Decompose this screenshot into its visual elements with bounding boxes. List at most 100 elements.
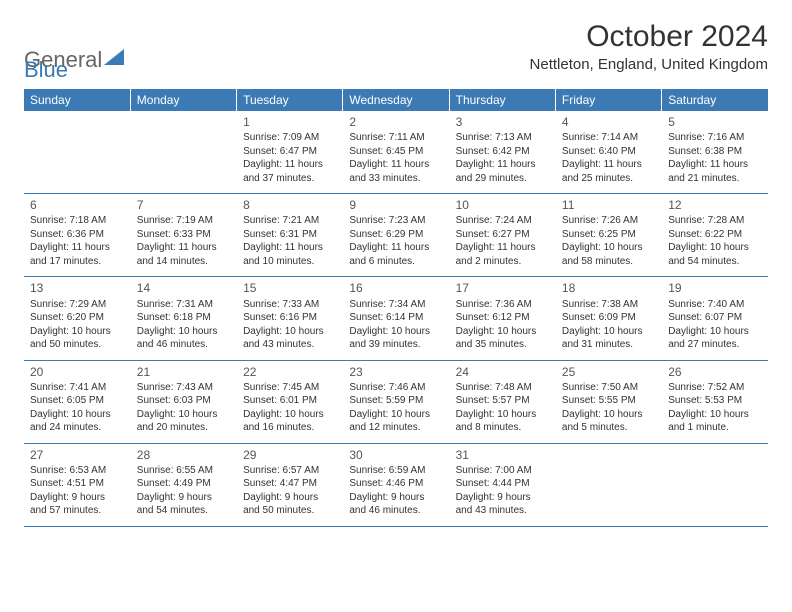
calendar-cell: 25Sunrise: 7:50 AMSunset: 5:55 PMDayligh… [555,360,661,443]
day-number: 18 [562,280,655,296]
sunset-text: Sunset: 6:22 PM [668,228,762,242]
sunset-text: Sunset: 6:42 PM [456,145,549,159]
calendar-cell: 29Sunrise: 6:57 AMSunset: 4:47 PMDayligh… [237,443,343,526]
sunset-text: Sunset: 6:20 PM [30,311,124,325]
daylight-text: Daylight: 9 hours and 46 minutes. [349,491,442,518]
calendar-cell: 26Sunrise: 7:52 AMSunset: 5:53 PMDayligh… [662,360,768,443]
daylight-text: Daylight: 11 hours and 37 minutes. [243,158,336,185]
calendar-week-row: 6Sunrise: 7:18 AMSunset: 6:36 PM Daylight… [24,194,768,277]
sunrise-text: Sunrise: 7:36 AM [456,298,549,312]
calendar-week-row: 1Sunrise: 7:09 AMSunset: 6:47 PMDaylight… [24,111,768,194]
sunset-text: Sunset: 6:25 PM [562,228,655,242]
sunset-text: Sunset: 5:59 PM [349,394,442,408]
sunset-text: Sunset: 6:09 PM [562,311,655,325]
day-number: 25 [562,364,655,380]
day-number: 6 [30,197,124,213]
calendar-cell: 17Sunrise: 7:36 AMSunset: 6:12 PMDayligh… [449,277,555,360]
sunrise-text: Sunrise: 7:52 AM [668,381,762,395]
sunrise-text: Sunrise: 7:38 AM [562,298,655,312]
sunset-text: Sunset: 6:40 PM [562,145,655,159]
sunset-text: Sunset: 6:14 PM [349,311,442,325]
calendar-table: SundayMondayTuesdayWednesdayThursdayFrid… [24,89,768,527]
calendar-cell [24,111,130,194]
sunset-text: Sunset: 6:36 PM [30,228,124,242]
sunrise-text: Sunrise: 6:57 AM [243,464,336,478]
calendar-cell: 14Sunrise: 7:31 AMSunset: 6:18 PMDayligh… [130,277,236,360]
calendar-cell: 5Sunrise: 7:16 AMSunset: 6:38 PMDaylight… [662,111,768,194]
sunset-text: Sunset: 4:47 PM [243,477,336,491]
daylight-text: Daylight: 10 hours and 39 minutes. [349,325,442,352]
sunrise-text: Sunrise: 7:09 AM [243,131,336,145]
sunset-text: Sunset: 6:03 PM [137,394,230,408]
sunrise-text: Sunrise: 7:18 AM [30,214,124,228]
calendar-cell: 30Sunrise: 6:59 AMSunset: 4:46 PMDayligh… [343,443,449,526]
calendar-cell: 21Sunrise: 7:43 AMSunset: 6:03 PMDayligh… [130,360,236,443]
sunset-text: Sunset: 4:49 PM [137,477,230,491]
sunrise-text: Sunrise: 7:24 AM [456,214,549,228]
calendar-cell: 16Sunrise: 7:34 AMSunset: 6:14 PMDayligh… [343,277,449,360]
daylight-text: Daylight: 10 hours and 35 minutes. [456,325,549,352]
calendar-cell [130,111,236,194]
daylight-text: Daylight: 10 hours and 1 minute. [668,408,762,435]
daylight-text: Daylight: 10 hours and 58 minutes. [562,241,655,268]
sunset-text: Sunset: 6:05 PM [30,394,124,408]
calendar-cell: 28Sunrise: 6:55 AMSunset: 4:49 PMDayligh… [130,443,236,526]
daylight-text: Daylight: 11 hours and 6 minutes. [349,241,442,268]
calendar-cell: 12Sunrise: 7:28 AMSunset: 6:22 PMDayligh… [662,194,768,277]
calendar-cell: 13Sunrise: 7:29 AMSunset: 6:20 PMDayligh… [24,277,130,360]
sunset-text: Sunset: 5:53 PM [668,394,762,408]
daylight-text: Daylight: 10 hours and 27 minutes. [668,325,762,352]
daylight-text: Daylight: 9 hours and 50 minutes. [243,491,336,518]
day-number: 24 [456,364,549,380]
calendar-cell: 22Sunrise: 7:45 AMSunset: 6:01 PMDayligh… [237,360,343,443]
sunset-text: Sunset: 6:47 PM [243,145,336,159]
calendar-week-row: 27Sunrise: 6:53 AMSunset: 4:51 PMDayligh… [24,443,768,526]
day-header-row: SundayMondayTuesdayWednesdayThursdayFrid… [24,89,768,111]
day-header: Thursday [449,89,555,111]
sunset-text: Sunset: 6:45 PM [349,145,442,159]
sunset-text: Sunset: 4:46 PM [349,477,442,491]
day-header: Saturday [662,89,768,111]
sunrise-text: Sunrise: 7:11 AM [349,131,442,145]
calendar-cell: 6Sunrise: 7:18 AMSunset: 6:36 PMDaylight… [24,194,130,277]
sunrise-text: Sunrise: 7:40 AM [668,298,762,312]
calendar-cell: 11Sunrise: 7:26 AMSunset: 6:25 PMDayligh… [555,194,661,277]
day-number: 11 [562,197,655,213]
sunrise-text: Sunrise: 7:50 AM [562,381,655,395]
calendar-cell: 24Sunrise: 7:48 AMSunset: 5:57 PMDayligh… [449,360,555,443]
day-number: 29 [243,447,336,463]
daylight-text: Daylight: 10 hours and 50 minutes. [30,325,124,352]
daylight-text: Daylight: 10 hours and 46 minutes. [137,325,230,352]
daylight-text: Daylight: 11 hours and 29 minutes. [456,158,549,185]
sunrise-text: Sunrise: 7:34 AM [349,298,442,312]
day-number: 1 [243,114,336,130]
day-number: 4 [562,114,655,130]
daylight-text: Daylight: 10 hours and 43 minutes. [243,325,336,352]
calendar-cell: 18Sunrise: 7:38 AMSunset: 6:09 PMDayligh… [555,277,661,360]
daylight-text: Daylight: 11 hours and 14 minutes. [137,241,230,268]
day-number: 27 [30,447,124,463]
day-number: 21 [137,364,230,380]
daylight-text: Daylight: 9 hours and 57 minutes. [30,491,124,518]
day-number: 9 [349,197,442,213]
daylight-text: Daylight: 10 hours and 24 minutes. [30,408,124,435]
calendar-cell: 20Sunrise: 7:41 AMSunset: 6:05 PMDayligh… [24,360,130,443]
daylight-text: Daylight: 11 hours and 2 minutes. [456,241,549,268]
sunset-text: Sunset: 6:01 PM [243,394,336,408]
daylight-text: Daylight: 11 hours and 21 minutes. [668,158,762,185]
sunrise-text: Sunrise: 7:29 AM [30,298,124,312]
sunrise-text: Sunrise: 7:16 AM [668,131,762,145]
day-number: 30 [349,447,442,463]
sunrise-text: Sunrise: 7:28 AM [668,214,762,228]
day-number: 26 [668,364,762,380]
sunrise-text: Sunrise: 7:46 AM [349,381,442,395]
sunset-text: Sunset: 6:07 PM [668,311,762,325]
calendar-cell: 31Sunrise: 7:00 AMSunset: 4:44 PMDayligh… [449,443,555,526]
daylight-text: Daylight: 10 hours and 54 minutes. [668,241,762,268]
calendar-week-row: 20Sunrise: 7:41 AMSunset: 6:05 PMDayligh… [24,360,768,443]
day-number: 5 [668,114,762,130]
sunset-text: Sunset: 6:33 PM [137,228,230,242]
day-number: 3 [456,114,549,130]
calendar-cell: 9Sunrise: 7:23 AMSunset: 6:29 PMDaylight… [343,194,449,277]
calendar-week-row: 13Sunrise: 7:29 AMSunset: 6:20 PMDayligh… [24,277,768,360]
